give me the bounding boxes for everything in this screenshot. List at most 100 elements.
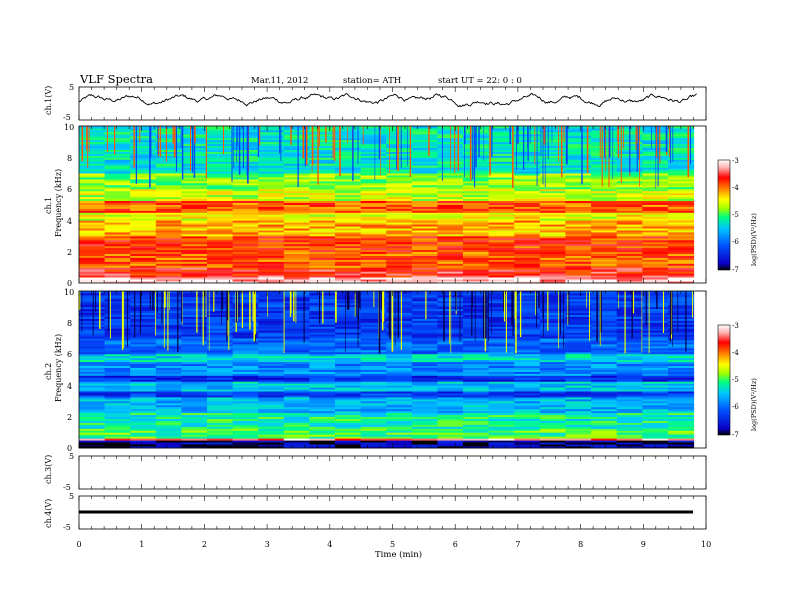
- spec2-cell: [232, 326, 259, 329]
- spec1-cell: [488, 194, 515, 198]
- spec2-cell: [437, 365, 464, 368]
- spec2-cell: [488, 334, 515, 337]
- spec2-cell: [463, 416, 490, 419]
- spec1-cell: [539, 131, 566, 135]
- spec1-cell: [463, 177, 490, 180]
- spec1-cell: [514, 253, 541, 256]
- spec2-cell: [309, 438, 336, 441]
- spec1-cell: [437, 179, 464, 182]
- spec2-cell: [591, 338, 618, 341]
- spec1-cell: [335, 175, 362, 178]
- spec1-cell: [411, 279, 438, 282]
- spec1-cell: [437, 173, 464, 176]
- spec2-cell: [335, 373, 362, 376]
- spec1-cell: [79, 175, 106, 178]
- spec1-cell: [616, 230, 643, 233]
- spec1-cell: [514, 255, 541, 258]
- spec1-cell: [514, 157, 541, 160]
- spec1-cell: [488, 135, 515, 139]
- spec1-cell: [642, 230, 669, 233]
- spec2-cell: [667, 377, 695, 380]
- spec1-cell: [309, 214, 336, 217]
- spec1-cell: [360, 220, 387, 223]
- spec2-cell: [335, 338, 362, 341]
- spec2-cell: [335, 328, 362, 331]
- spec1-cell: [309, 190, 336, 194]
- spec1-cell: [309, 271, 336, 274]
- ch1-colorbar-tick-5: -5: [732, 211, 739, 219]
- spec2-cell: [283, 414, 310, 417]
- spec2-cell: [514, 316, 541, 319]
- spec1-cell: [309, 208, 336, 211]
- spec1-cell: [616, 190, 643, 194]
- spec1-cell: [411, 198, 438, 201]
- spec2-cell: [181, 389, 208, 392]
- spec2-cell: [591, 383, 618, 386]
- spec2-cell: [181, 314, 208, 317]
- spec1-cell: [258, 137, 285, 141]
- spec1-cell: [411, 249, 438, 252]
- spec1-cell: [258, 241, 285, 245]
- spec2-cell: [616, 296, 643, 300]
- spec2-cell: [258, 406, 285, 410]
- spec1-cell: [360, 171, 387, 174]
- spec2-cell: [539, 359, 566, 363]
- spec2-cell: [539, 328, 566, 331]
- spec1-cell: [232, 239, 259, 243]
- spec1-cell: [565, 139, 592, 143]
- spec1-cell: [565, 251, 592, 254]
- spec1-cell: [258, 261, 285, 264]
- spec1-cell: [258, 126, 285, 129]
- spec2-cell: [642, 361, 669, 364]
- spec1-cell: [488, 171, 515, 174]
- spec1-cell: [616, 188, 643, 192]
- spec1-cell: [565, 192, 592, 196]
- spec1-cell: [488, 216, 515, 219]
- spec2-cell: [616, 424, 643, 427]
- spec1-cell: [591, 245, 618, 249]
- spec2-cell: [79, 375, 106, 378]
- spec2-cell: [616, 383, 643, 386]
- spec2-cell: [488, 328, 515, 331]
- spec2-cell: [104, 442, 131, 445]
- spec2-cell: [463, 383, 490, 386]
- spec2-cell: [360, 316, 387, 319]
- spec2-cell: [411, 432, 438, 435]
- spec2-cell: [642, 410, 669, 414]
- spec2-cell: [181, 391, 208, 394]
- spec1-cell: [437, 204, 464, 207]
- spec1-cell: [463, 281, 490, 284]
- spec2-cell: [514, 300, 541, 304]
- spec1-cell: [309, 281, 336, 284]
- spec1-cell: [514, 200, 541, 203]
- spec2-cell: [539, 428, 566, 431]
- spec2-cell: [283, 320, 310, 323]
- spec2-cell: [488, 332, 515, 335]
- spec1-cell: [104, 143, 131, 147]
- spec2-cell: [463, 322, 490, 325]
- spec1-cell: [360, 277, 387, 280]
- spec2-cell: [411, 293, 438, 296]
- spec1-cell: [181, 279, 208, 282]
- spec1-cell: [283, 212, 310, 215]
- spec2-cell: [539, 438, 566, 441]
- spec1-cell: [539, 233, 566, 237]
- spec2-cell: [232, 314, 259, 317]
- spec2-cell: [437, 359, 464, 363]
- spec1-cell: [335, 257, 362, 260]
- spec1-cell: [565, 163, 592, 166]
- spec2-cell: [386, 347, 413, 351]
- spec2-cell: [514, 397, 541, 400]
- spec2-cell: [104, 324, 131, 327]
- spec1-cell: [79, 204, 106, 207]
- spec1-cell: [539, 133, 566, 137]
- spec2-cell: [79, 434, 106, 437]
- spec1-cell: [667, 243, 695, 247]
- spec2-cell: [565, 344, 592, 347]
- spec2-cell: [283, 418, 310, 421]
- spec1-cell: [411, 243, 438, 247]
- spec2-cell: [642, 446, 669, 449]
- spec2-cell: [411, 342, 438, 345]
- spec1-cell: [488, 277, 515, 280]
- spec1-cell: [539, 208, 566, 211]
